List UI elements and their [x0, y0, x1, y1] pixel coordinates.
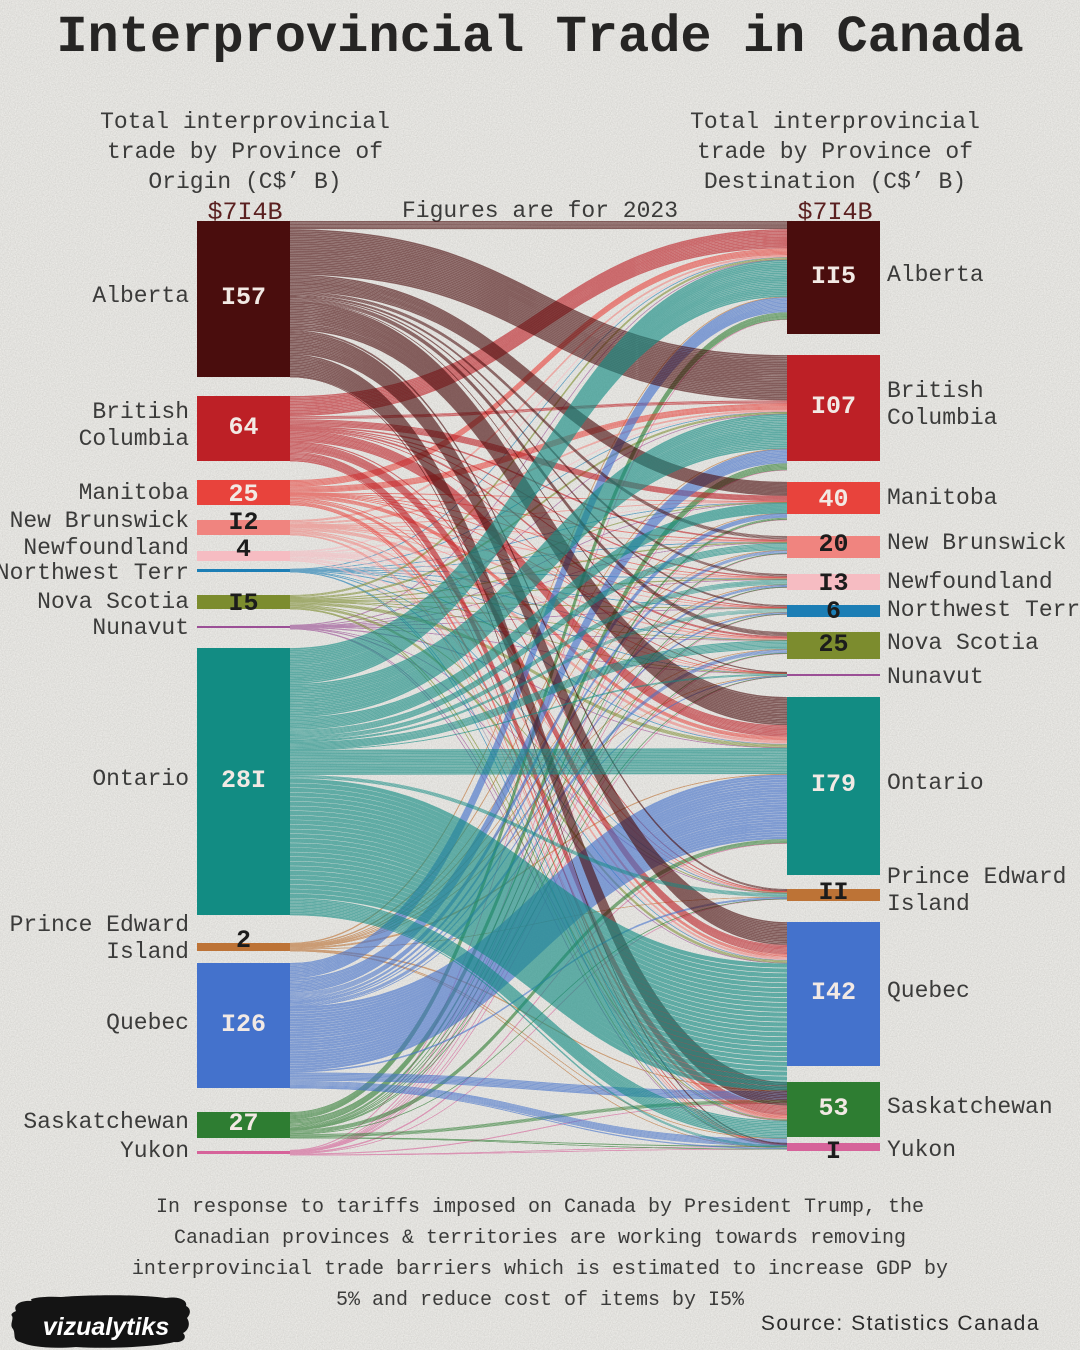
svg-text:vizualytiks: vizualytiks [43, 1313, 170, 1341]
